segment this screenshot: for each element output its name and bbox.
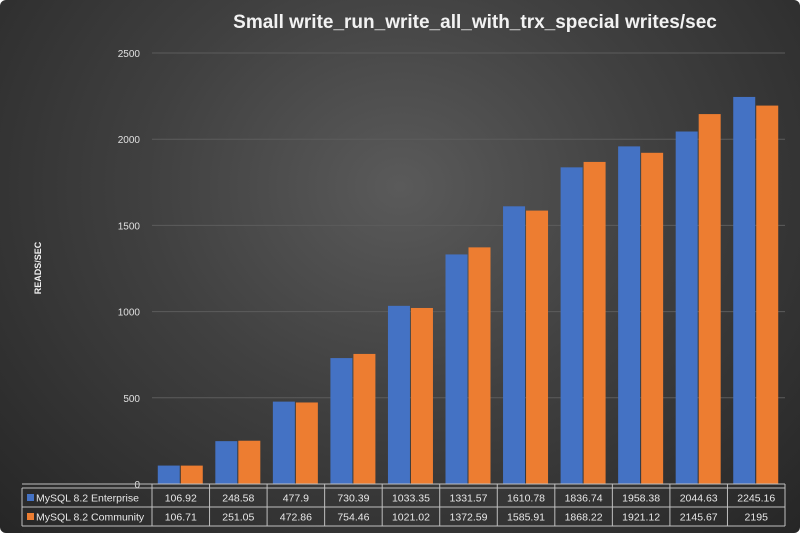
y-axis-label: READS/SEC bbox=[33, 241, 43, 294]
table-cell: 477.9 bbox=[283, 493, 309, 505]
table-cell: 472.86 bbox=[280, 512, 312, 524]
bar-enterprise bbox=[272, 401, 295, 484]
bar-enterprise bbox=[618, 146, 641, 484]
table-cell: 730.39 bbox=[337, 493, 369, 505]
table-cell: 1921.12 bbox=[622, 512, 660, 524]
bar-enterprise bbox=[503, 206, 526, 485]
bar-community bbox=[641, 152, 664, 485]
bar-enterprise bbox=[733, 96, 756, 484]
table-cell: 1868.22 bbox=[565, 512, 603, 524]
table-cell: 248.58 bbox=[222, 493, 254, 505]
table-cell: 1021.02 bbox=[392, 512, 430, 524]
bar-community bbox=[295, 402, 318, 484]
bar-enterprise bbox=[387, 305, 410, 484]
bar-community bbox=[526, 210, 549, 484]
table-cell: 1033.35 bbox=[392, 493, 430, 505]
table-cell: 106.71 bbox=[165, 512, 197, 524]
table-cell: 2044.63 bbox=[680, 493, 718, 505]
bar-community bbox=[238, 440, 261, 484]
table-cell: 1331.57 bbox=[450, 493, 488, 505]
table-cell: 106.92 bbox=[165, 493, 197, 505]
bar-community bbox=[583, 161, 606, 484]
table-cell: 2145.67 bbox=[680, 512, 718, 524]
y-tick-label: 1000 bbox=[118, 308, 141, 319]
y-tick-label: 500 bbox=[123, 394, 140, 405]
chart-title: Small write_run_write_all_with_trx_speci… bbox=[233, 12, 717, 33]
table-cell: 251.05 bbox=[222, 512, 254, 524]
legend-label: MySQL 8.2 Enterprise bbox=[36, 493, 139, 505]
y-tick-label: 0 bbox=[134, 480, 140, 491]
y-tick-label: 1500 bbox=[118, 221, 141, 232]
y-tick-label: 2500 bbox=[118, 49, 141, 60]
y-tick-label: 2000 bbox=[118, 135, 141, 146]
bar-enterprise bbox=[215, 441, 238, 484]
bar-community bbox=[410, 307, 433, 484]
bar-community bbox=[353, 353, 376, 484]
table-cell: 1610.78 bbox=[507, 493, 545, 505]
bar-enterprise bbox=[560, 167, 583, 485]
table-cell: 1585.91 bbox=[507, 512, 545, 524]
bar-community bbox=[180, 465, 203, 484]
legend-key bbox=[27, 513, 34, 520]
bar-community bbox=[468, 247, 491, 484]
table-cell: 2195 bbox=[745, 512, 769, 524]
bar-community bbox=[756, 105, 779, 484]
table-cell: 1958.38 bbox=[622, 493, 660, 505]
bar-enterprise bbox=[330, 358, 353, 484]
bar-enterprise bbox=[445, 254, 468, 484]
legend-label: MySQL 8.2 Community bbox=[36, 512, 145, 524]
bar-enterprise bbox=[157, 465, 180, 484]
table-cell: 754.46 bbox=[337, 512, 369, 524]
table-cell: 1836.74 bbox=[565, 493, 603, 505]
table-cell: 2245.16 bbox=[737, 493, 775, 505]
bar-community bbox=[698, 114, 721, 485]
legend-key bbox=[27, 494, 34, 501]
table-cell: 1372.59 bbox=[450, 512, 488, 524]
bar-enterprise bbox=[675, 131, 698, 484]
